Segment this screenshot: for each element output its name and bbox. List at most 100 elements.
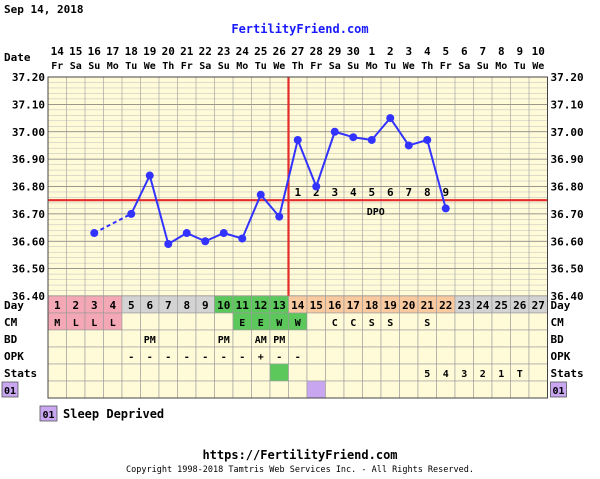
- cell-opk: [66, 346, 86, 365]
- cell-text-opk: -: [221, 352, 227, 363]
- cell-marker: [177, 380, 197, 399]
- cell-stats: [47, 363, 67, 382]
- dpo-number: 8: [424, 186, 431, 199]
- cell-marker: [121, 380, 141, 399]
- temp-point: [293, 135, 302, 144]
- temp-point: [312, 182, 321, 191]
- cell-marker: [343, 380, 363, 399]
- cell-marker: [140, 380, 160, 399]
- cell-text-day: 17: [347, 299, 360, 312]
- cell-cm: [528, 312, 548, 331]
- cell-text-stats: 3: [461, 369, 467, 380]
- cell-marker: [269, 380, 289, 399]
- cell-stats: [399, 363, 419, 382]
- cell-text-day: 14: [291, 299, 305, 312]
- cell-opk: [306, 346, 326, 365]
- cell-bd: [362, 329, 382, 348]
- cell-stats: [362, 363, 382, 382]
- cell-text-day: 18: [365, 299, 378, 312]
- cell-text-cm: W: [276, 318, 283, 329]
- y-tick-label-right: 37.00: [551, 126, 584, 139]
- cell-text-opk: +: [258, 352, 264, 363]
- cell-cm: [436, 312, 456, 331]
- cell-cm: [491, 312, 511, 331]
- cell-marker: [66, 380, 86, 399]
- cell-opk: [491, 346, 511, 365]
- cell-cm: [177, 312, 197, 331]
- cell-cm: [195, 312, 215, 331]
- cell-bd: [528, 329, 548, 348]
- weekday-label: Sa: [199, 61, 211, 72]
- cell-opk: [84, 346, 104, 365]
- cell-stats: [158, 363, 178, 382]
- row-label-right: OPK: [551, 350, 571, 363]
- cell-text-bd: PM: [273, 335, 285, 346]
- y-tick-label-left: 36.50: [12, 263, 45, 276]
- cell-bd: [232, 329, 252, 348]
- cell-bd: [195, 329, 215, 348]
- cell-bd: [399, 329, 419, 348]
- date-label: 5: [442, 45, 449, 58]
- cell-marker: [251, 380, 271, 399]
- cell-opk: [362, 346, 382, 365]
- cell-text-cm: E: [258, 318, 264, 329]
- side-marker-left: 01: [4, 386, 16, 397]
- cell-cm: [158, 312, 178, 331]
- cell-marker: [362, 380, 382, 399]
- dpo-number: 4: [350, 186, 357, 199]
- cell-text-stats: 1: [498, 369, 504, 380]
- cell-text-opk: -: [276, 352, 282, 363]
- cell-text-opk: -: [202, 352, 208, 363]
- dpo-number: 5: [368, 186, 375, 199]
- cell-marker: [510, 380, 530, 399]
- cell-text-day: 15: [310, 299, 323, 312]
- cell-opk: [417, 346, 437, 365]
- cell-bd: [158, 329, 178, 348]
- cell-text-opk: -: [128, 352, 134, 363]
- weekday-label: Fr: [440, 61, 452, 72]
- cell-bd: [491, 329, 511, 348]
- temp-point: [330, 127, 339, 136]
- date-label: 7: [479, 45, 486, 58]
- date-label: 19: [143, 45, 156, 58]
- cell-bd: [417, 329, 437, 348]
- cell-marker: [436, 380, 456, 399]
- temp-line-segment: [370, 117, 392, 141]
- cell-text-day: 6: [146, 299, 153, 312]
- y-tick-label-left: 37.10: [12, 98, 45, 111]
- temp-line-segment: [278, 139, 299, 217]
- cell-stats: [251, 363, 271, 382]
- y-tick-label-left: 36.60: [12, 235, 45, 248]
- cell-opk: [528, 346, 548, 365]
- footer-copyright: Copyright 1998-2018 Tamtris Web Services…: [126, 465, 474, 475]
- chart-date: Sep 14, 2018: [4, 3, 83, 16]
- temp-point: [386, 114, 395, 123]
- date-label: 9: [516, 45, 523, 58]
- date-label: 28: [310, 45, 323, 58]
- cell-text-cm: E: [239, 318, 245, 329]
- cell-text-opk: -: [147, 352, 153, 363]
- cell-bd: [121, 329, 141, 348]
- cell-text-day: 11: [236, 299, 250, 312]
- cell-text-cm: C: [332, 318, 338, 329]
- cell-bd: [473, 329, 493, 348]
- y-tick-label-right: 37.10: [551, 98, 584, 111]
- dpo-label: DPO: [367, 207, 385, 218]
- cell-marker: [232, 380, 252, 399]
- temp-point: [238, 234, 247, 243]
- cell-bd: [306, 329, 326, 348]
- cell-text-day: 4: [109, 299, 116, 312]
- cell-text-bd: PM: [218, 335, 230, 346]
- temp-point: [201, 237, 210, 246]
- cell-cm: [121, 312, 141, 331]
- y-tick-label-right: 36.80: [551, 181, 584, 194]
- temp-point: [275, 212, 284, 221]
- date-label: 14: [51, 45, 65, 58]
- dpo-number: 3: [331, 186, 338, 199]
- date-label: 6: [461, 45, 468, 58]
- weekday-label: We: [273, 61, 285, 72]
- side-marker-right: 01: [552, 386, 564, 397]
- cell-text-day: 13: [273, 299, 286, 312]
- cell-opk: [47, 346, 67, 365]
- date-label: 20: [162, 45, 175, 58]
